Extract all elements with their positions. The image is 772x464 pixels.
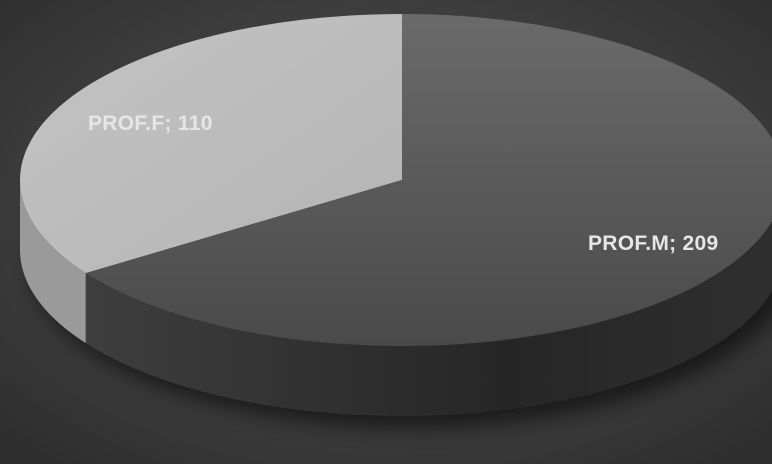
pie-slice-prof-f-side: [20, 180, 86, 344]
pie-slice-prof-m: [85, 14, 772, 346]
pie-slice-prof-m-side: [85, 221, 772, 416]
data-label-prof-f: PROF.F; 110: [88, 112, 213, 135]
pie-group: [19, 14, 772, 428]
pie-slice-prof-f: [19, 14, 403, 274]
label-group: PROF.F; 110 PROF.M; 209: [88, 112, 719, 255]
data-label-prof-m: PROF.M; 209: [588, 232, 719, 255]
